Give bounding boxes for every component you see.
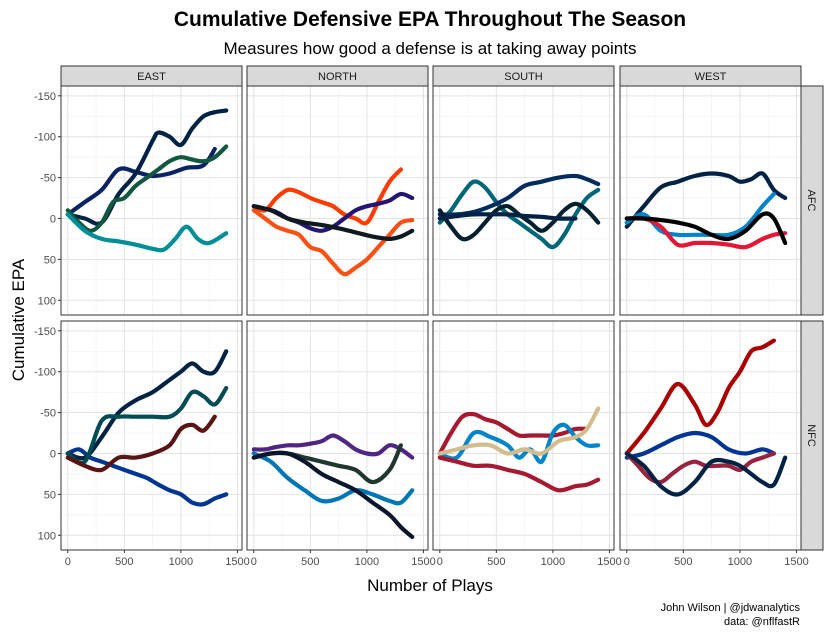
panel-nfc-east [60,320,243,551]
series-line-4 [65,212,229,253]
y-tick-label: 100 [38,295,56,307]
x-tick-label: 1000 [169,556,193,568]
chart-subtitle: Measures how good a defense is at taking… [224,39,637,58]
x-tick-label: 1000 [541,556,565,568]
panel-background [61,86,242,315]
panel-nfc-north [246,320,429,551]
x-tick-label: 1500 [597,556,621,568]
series-line-1 [65,146,217,217]
x-tick-label: 0 [251,556,257,568]
series-group [624,171,788,250]
y-tick-label: -100 [34,132,56,144]
x-tick-label: 1000 [728,556,752,568]
panel-border [432,85,615,316]
series-group [437,406,601,493]
panel-background [61,321,242,550]
series-line-2 [624,430,776,460]
series-group [624,338,788,497]
y-axis-title: Cumulative EPA [9,258,28,381]
y-tick-label: -150 [34,91,56,103]
series-line-4 [251,204,415,241]
x-axis-title: Number of Plays [367,576,493,595]
series-line-4 [437,455,601,493]
x-tick-label: 500 [115,556,133,568]
panel-background [247,86,428,315]
y-tick-label: -150 [34,326,56,338]
strip-label-west: WEST [695,71,727,83]
panel-border [619,320,802,551]
strip-label-north: NORTH [318,71,357,83]
x-tick-label: 500 [674,556,692,568]
y-tick-label: -50 [40,408,56,420]
strip-label-afc: AFC [805,190,817,212]
series-group [65,349,229,507]
panel-afc-north [246,85,429,316]
panel-afc-west [619,85,802,316]
chart-title: Cumulative Defensive EPA Throughout The … [174,8,686,31]
series-line-2 [251,451,415,506]
panel-nfc-west [619,320,802,551]
strip-label-south: SOUTH [504,71,543,83]
panel-border [60,85,243,316]
x-tick-label: 0 [437,556,443,568]
series-line-2 [65,349,229,461]
series-group [437,173,601,250]
x-tick-label: 0 [65,556,71,568]
y-tick-label: 0 [50,448,56,460]
series-line-3 [437,406,601,456]
caption-author: John Wilson | @jdwanalytics [661,602,801,614]
x-tick-label: 500 [487,556,505,568]
series-line-1 [65,447,229,507]
panel-nfc-south [432,320,615,551]
series-line-3 [65,386,229,466]
series-line-1 [624,338,776,456]
panel-afc-east [60,85,243,316]
x-tick-label: 0 [624,556,630,568]
series-line-3 [624,215,788,250]
strip-label-east: EAST [137,71,166,83]
series-line-4 [624,211,788,246]
series-line-3 [624,451,776,485]
x-tick-label: 1500 [411,556,435,568]
series-group [251,167,415,277]
y-tick-label: 50 [44,254,56,266]
caption-source: data: @nflfastR [724,616,800,628]
y-tick-label: -50 [40,173,56,185]
series-group [65,108,229,253]
y-tick-label: 50 [44,489,56,501]
y-tick-label: 0 [50,213,56,225]
series-line-4 [251,450,415,539]
x-tick-label: 1500 [225,556,249,568]
x-tick-label: 1500 [784,556,808,568]
series-line-1 [251,433,415,460]
series-line-4 [624,451,788,497]
series-line-1 [624,171,788,229]
series-line-1 [437,411,589,456]
y-tick-label: -100 [34,367,56,379]
x-tick-label: 1000 [355,556,379,568]
series-group [251,433,415,539]
y-tick-label: 100 [38,530,56,542]
panels-layer: EAST NORTH SOUTH WEST AFC NFC -150 -100 -50 0 50 10… [34,65,824,568]
strip-label-nfc: NFC [805,424,817,447]
panel-border [60,320,243,551]
panel-afc-south [432,85,615,316]
panel-border [619,85,802,316]
x-tick-label: 500 [301,556,319,568]
series-line-3 [65,144,229,233]
series-line-4 [65,414,217,473]
panel-border [246,85,429,316]
panel-border [432,320,615,551]
series-line-4 [437,212,578,221]
panel-border [246,320,429,551]
